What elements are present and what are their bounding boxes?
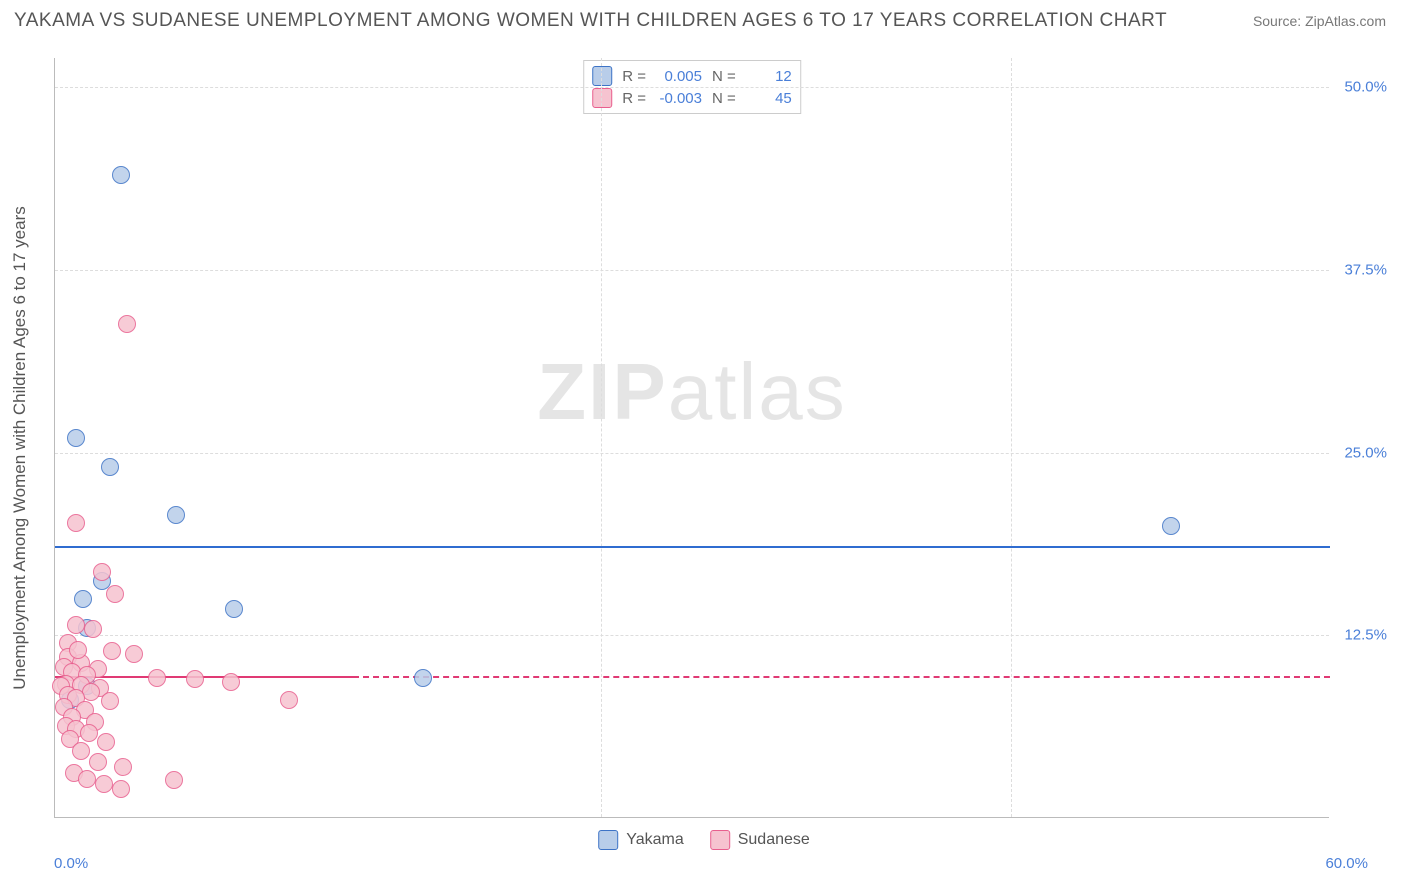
scatter-point — [186, 670, 204, 688]
legend-swatch — [598, 830, 618, 850]
scatter-point — [72, 742, 90, 760]
legend-r-label: R = — [622, 90, 646, 107]
scatter-point — [125, 645, 143, 663]
legend-label: Sudanese — [738, 831, 810, 849]
scatter-point — [95, 775, 113, 793]
legend-bottom: Yakama Sudanese — [598, 830, 810, 850]
legend-r-label: R = — [622, 68, 646, 85]
scatter-point — [89, 753, 107, 771]
source-label: Source: ZipAtlas.com — [1253, 13, 1386, 29]
grid-line-h — [55, 453, 1329, 454]
legend-n-value: 12 — [742, 68, 792, 85]
watermark-zip: ZIP — [537, 347, 667, 436]
scatter-point — [414, 669, 432, 687]
legend-r-value: -0.003 — [652, 90, 702, 107]
scatter-point — [69, 641, 87, 659]
y-tick-label: 25.0% — [1344, 444, 1387, 461]
chart-container: Unemployment Among Women with Children A… — [14, 48, 1394, 878]
y-tick-label: 12.5% — [1344, 627, 1387, 644]
x-tick-max: 60.0% — [1325, 855, 1368, 872]
legend-n-label: N = — [712, 90, 736, 107]
scatter-point — [1162, 517, 1180, 535]
scatter-point — [222, 673, 240, 691]
scatter-point — [67, 429, 85, 447]
scatter-point — [101, 458, 119, 476]
scatter-point — [118, 315, 136, 333]
legend-item: Sudanese — [710, 830, 810, 850]
legend-n-value: 45 — [742, 90, 792, 107]
scatter-point — [67, 514, 85, 532]
scatter-point — [114, 758, 132, 776]
legend-swatch — [592, 66, 612, 86]
scatter-point — [165, 771, 183, 789]
scatter-point — [148, 669, 166, 687]
scatter-point — [167, 506, 185, 524]
y-tick-label: 37.5% — [1344, 261, 1387, 278]
legend-swatch — [710, 830, 730, 850]
y-tick-label: 50.0% — [1344, 79, 1387, 96]
scatter-point — [112, 166, 130, 184]
scatter-point — [106, 585, 124, 603]
plot-area: ZIPatlas R =0.005N =12R =-0.003N =45 12.… — [54, 58, 1329, 818]
scatter-point — [225, 600, 243, 618]
legend-item: Yakama — [598, 830, 684, 850]
grid-line-v — [1011, 58, 1012, 817]
regression-line-extrapolated — [353, 676, 1331, 678]
scatter-point — [78, 770, 96, 788]
legend-r-value: 0.005 — [652, 68, 702, 85]
scatter-point — [280, 691, 298, 709]
scatter-point — [101, 692, 119, 710]
legend-stat-row: R = -0.003 N = 45 — [592, 87, 792, 109]
watermark: ZIPatlas — [537, 346, 846, 438]
scatter-point — [93, 563, 111, 581]
scatter-point — [112, 780, 130, 798]
watermark-atlas: atlas — [668, 347, 847, 436]
scatter-point — [103, 642, 121, 660]
scatter-point — [67, 616, 85, 634]
scatter-point — [80, 724, 98, 742]
grid-line-h — [55, 635, 1329, 636]
grid-line-h — [55, 270, 1329, 271]
grid-line-h — [55, 87, 1329, 88]
legend-label: Yakama — [626, 831, 684, 849]
legend-swatch — [592, 88, 612, 108]
legend-n-label: N = — [712, 68, 736, 85]
y-axis-label-text: Unemployment Among Women with Children A… — [10, 206, 30, 690]
scatter-point — [97, 733, 115, 751]
scatter-point — [74, 590, 92, 608]
grid-line-v — [601, 58, 602, 817]
chart-title: YAKAMA VS SUDANESE UNEMPLOYMENT AMONG WO… — [14, 10, 1167, 32]
chart-header: YAKAMA VS SUDANESE UNEMPLOYMENT AMONG WO… — [0, 0, 1406, 42]
regression-line — [55, 546, 1330, 548]
scatter-point — [84, 620, 102, 638]
legend-stat-row: R = 0.005 N = 12 — [592, 65, 792, 87]
x-tick-min: 0.0% — [54, 855, 88, 872]
